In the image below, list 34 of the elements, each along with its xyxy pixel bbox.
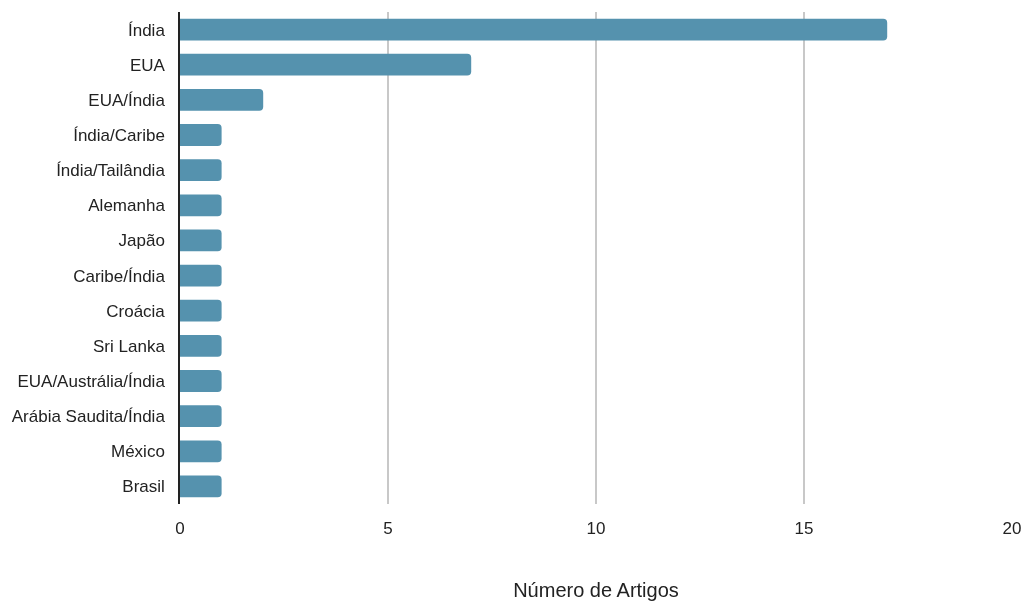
bar — [180, 88, 264, 111]
y-tick-label: EUA/Austrália/Índia — [17, 371, 166, 391]
bar — [180, 229, 222, 252]
bar — [180, 194, 222, 217]
bar — [180, 159, 222, 182]
x-tick-label: 10 — [586, 519, 606, 538]
bar — [180, 475, 222, 498]
y-tick-label: Caribe/Índia — [73, 266, 166, 286]
bar — [180, 299, 222, 322]
y-tick-label: EUA — [129, 55, 166, 75]
y-tick-label: Japão — [118, 231, 165, 251]
y-tick-label: México — [110, 442, 165, 462]
bar — [180, 370, 222, 392]
x-tick-label: 5 — [383, 519, 393, 538]
x-axis-title: Número de Artigos — [513, 578, 679, 601]
bar — [180, 18, 888, 41]
y-tick-label: Índia/Caribe — [73, 125, 165, 145]
y-tick-label: EUA/Índia — [88, 90, 166, 110]
y-tick-label: Brasil — [122, 477, 165, 497]
x-tick-label: 15 — [794, 519, 814, 538]
x-tick-label: 0 — [175, 519, 185, 538]
bar — [180, 440, 222, 463]
y-tick-label: Sri Lanka — [93, 336, 166, 356]
bar — [180, 124, 222, 146]
y-tick-label: Croácia — [106, 301, 166, 321]
bar — [180, 405, 222, 428]
y-tick-label: Arábia Saudita/Índia — [11, 407, 166, 427]
x-tick-label: 20 — [1002, 519, 1022, 538]
y-tick-label: Alemanha — [88, 196, 166, 216]
y-tick-label: Índia/Tailândia — [56, 161, 166, 181]
bar — [180, 53, 472, 76]
y-tick-label: Índia — [127, 20, 166, 40]
bar — [180, 334, 222, 357]
bar — [180, 264, 222, 287]
